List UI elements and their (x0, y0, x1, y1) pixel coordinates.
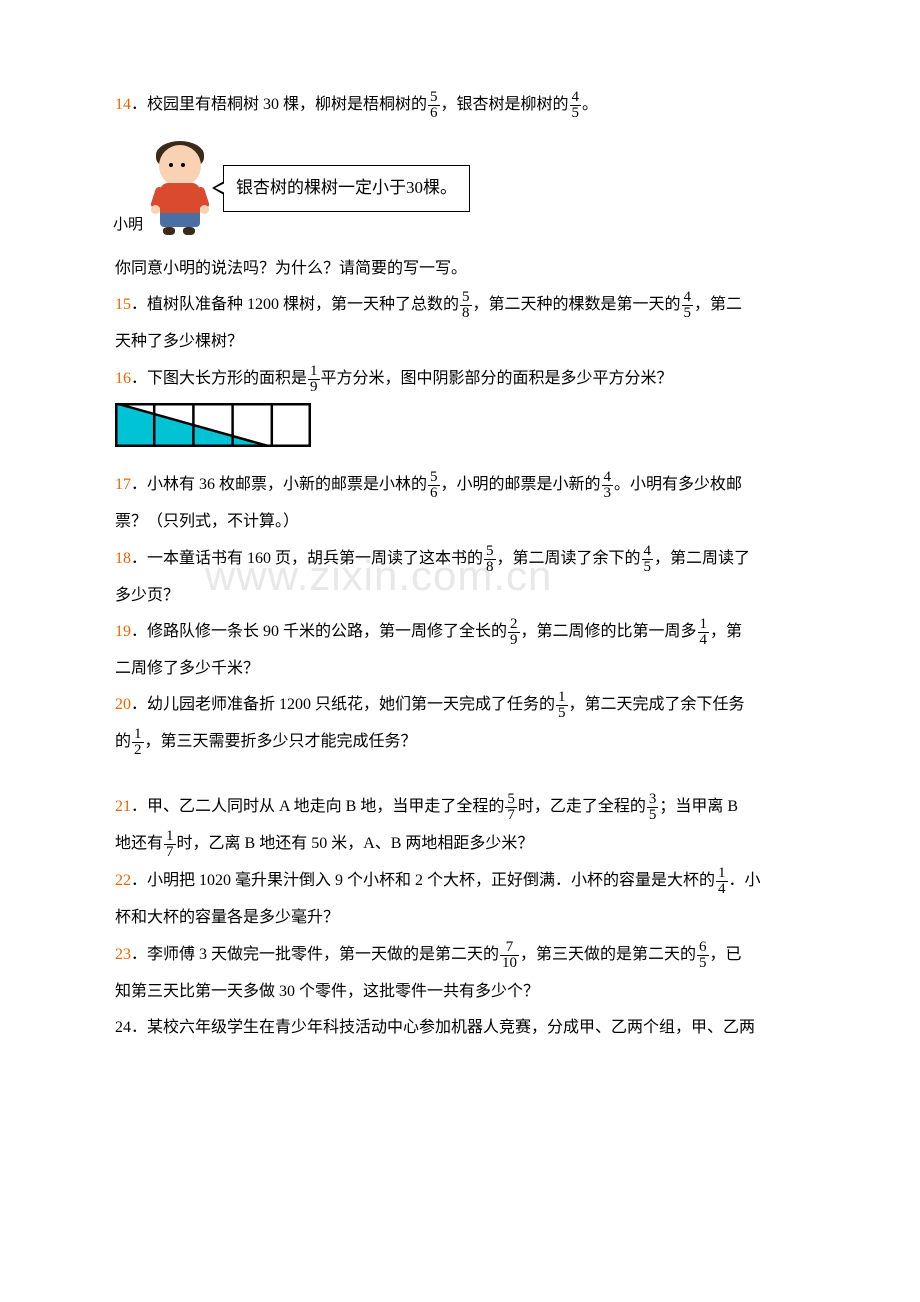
problem-text: ，银杏树是柳树的 (441, 96, 569, 113)
fraction: 65 (697, 940, 709, 971)
problem-text: 平方分米，图中阴影部分的面积是多少平方分米？ (321, 370, 673, 387)
problem-22: 22．小明把 1020 毫升果汁倒入 9 个小杯和 2 个大杯，正好倒满．小杯的… (115, 866, 805, 897)
problem-17: 17．小林有 36 枚邮票，小新的邮票是小林的56，小明的邮票是小新的43。小明… (115, 470, 805, 501)
spacer (115, 764, 805, 792)
document-page: 14．校园里有梧桐树 30 棵，柳树是梧桐树的56，银杏树是柳树的45。 小明 … (0, 0, 920, 1110)
problem-24: 24．某校六年级学生在青少年科技活动中心参加机器人竞赛，分成甲、乙两个组，甲、乙… (115, 1013, 805, 1043)
cartoon-boy-icon: 小明 (145, 141, 215, 236)
problem-text: ．某校六年级学生在青少年科技活动中心参加机器人竞赛，分成甲、乙两个组，甲、乙两 (131, 1019, 755, 1036)
problem-text: ．幼儿园老师准备折 1200 只纸花，她们第一天完成了任务的 (131, 697, 555, 714)
problem-text: ．小林有 36 枚邮票，小新的邮票是小林的 (131, 476, 427, 493)
fraction: 14 (716, 866, 728, 897)
problem-15-line2: 天种了多少棵树？ (115, 327, 805, 357)
shaded-rectangle-svg (115, 403, 311, 447)
fraction: 12 (132, 727, 144, 758)
fraction: 45 (682, 290, 694, 321)
problem-number: 23 (115, 946, 131, 963)
problem-text: ，第二天完成了余下任务 (569, 697, 745, 714)
problem-number: 21 (115, 799, 131, 816)
problem-text: ，第二天种的棵数是第一天的 (473, 297, 681, 314)
problem-19-line2: 二周修了多少千米？ (115, 654, 805, 684)
problem-number: 15 (115, 297, 131, 314)
speech-bubble: 银杏树的棵树一定小于30棵。 (223, 165, 470, 211)
fraction: 58 (484, 544, 496, 575)
fraction: 58 (460, 290, 472, 321)
fraction: 45 (570, 90, 582, 121)
problem-text: ．下图大长方形的面积是 (131, 370, 307, 387)
problem-number: 17 (115, 476, 131, 493)
problem-text: ．修路队修一条长 90 千米的公路，第一周修了全长的 (131, 623, 507, 640)
problem-text: 时，乙走了全程的 (518, 799, 646, 816)
problem-number: 20 (115, 697, 131, 714)
problem-17-line2: 票？（只列式，不计算。） (115, 507, 805, 537)
fraction: 710 (500, 940, 519, 971)
cartoon-speech-row: 小明 银杏树的棵树一定小于30棵。 (145, 141, 805, 236)
problem-text: ．李师傅 3 天做完一批零件，第一天做的是第二天的 (131, 946, 499, 963)
problem-text: ．小 (729, 873, 761, 890)
fraction: 56 (428, 90, 440, 121)
problem-14-followup: 你同意小明的说法吗？为什么？请简要的写一写。 (115, 254, 805, 284)
problem-text: ．植树队准备种 1200 棵树，第一天种了总数的 (131, 297, 459, 314)
fraction: 29 (508, 617, 520, 648)
problem-text: 地还有 (115, 836, 163, 853)
problem-21: 21．甲、乙二人同时从 A 地走向 B 地，当甲走了全程的57时，乙走了全程的3… (115, 792, 805, 823)
problem-number: 16 (115, 370, 131, 387)
problem-number: 24 (115, 1019, 131, 1036)
problem-text: ．甲、乙二人同时从 A 地走向 B 地，当甲走了全程的 (131, 799, 504, 816)
rectangle-figure (115, 403, 805, 458)
problem-text: ，已 (710, 946, 742, 963)
problem-18-line2: 多少页？ (115, 581, 805, 611)
problem-number: 22 (115, 873, 131, 890)
problem-20-line2: 的12，第三天需要折多少只才能完成任务？ (115, 727, 805, 758)
problem-text: ，第 (710, 623, 742, 640)
fraction: 56 (428, 470, 440, 501)
problem-text: ；当甲离 B (659, 799, 738, 816)
problem-text: ．校园里有梧桐树 30 棵，柳树是梧桐树的 (131, 96, 427, 113)
problem-23-line2: 知第三天比第一天多做 30 个零件，这批零件一共有多少个？ (115, 977, 805, 1007)
problem-15: 15．植树队准备种 1200 棵树，第一天种了总数的58，第二天种的棵数是第一天… (115, 290, 805, 321)
problem-20: 20．幼儿园老师准备折 1200 只纸花，她们第一天完成了任务的15，第二天完成… (115, 690, 805, 721)
problem-text: ，第三天需要折多少只才能完成任务？ (145, 734, 417, 751)
problem-text: 时，乙离 B 地还有 50 米，A、B 两地相距多少米？ (177, 836, 534, 853)
fraction: 43 (602, 470, 614, 501)
problem-text: ．一本童话书有 160 页，胡兵第一周读了这本书的 (131, 550, 483, 567)
problem-text: ，第二周读了余下的 (497, 550, 641, 567)
fraction: 17 (164, 829, 176, 860)
problem-number: 14 (115, 96, 131, 113)
problem-21-line2: 地还有17时，乙离 B 地还有 50 米，A、B 两地相距多少米？ (115, 829, 805, 860)
problem-text: 。小明有多少枚邮 (614, 476, 742, 493)
problem-19: 19．修路队修一条长 90 千米的公路，第一周修了全长的29，第二周修的比第一周… (115, 617, 805, 648)
problem-text: 。 (582, 96, 598, 113)
problem-number: 18 (115, 550, 131, 567)
problem-23: 23．李师傅 3 天做完一批零件，第一天做的是第二天的710，第三天做的是第二天… (115, 940, 805, 971)
problem-text: ，第二周读了 (654, 550, 750, 567)
fraction: 19 (308, 364, 320, 395)
problem-16: 16．下图大长方形的面积是19平方分米，图中阴影部分的面积是多少平方分米？ (115, 364, 805, 395)
problem-14: 14．校园里有梧桐树 30 棵，柳树是梧桐树的56，银杏树是柳树的45。 (115, 90, 805, 121)
xiaoming-label: 小明 (113, 211, 143, 240)
fraction: 57 (505, 792, 517, 823)
problem-text: 的 (115, 734, 131, 751)
fraction: 14 (698, 617, 710, 648)
problem-18: www.zixin.com.cn 18．一本童话书有 160 页，胡兵第一周读了… (115, 544, 805, 575)
problem-text: ，第三天做的是第二天的 (520, 946, 696, 963)
problem-text: ，小明的邮票是小新的 (441, 476, 601, 493)
fraction: 45 (642, 544, 654, 575)
problem-number: 19 (115, 623, 131, 640)
fraction: 35 (647, 792, 659, 823)
problem-text: ，第二周修的比第一周多 (521, 623, 697, 640)
problem-text: ，第二 (694, 297, 742, 314)
fraction: 15 (556, 690, 568, 721)
problem-text: ．小明把 1020 毫升果汁倒入 9 个小杯和 2 个大杯，正好倒满．小杯的容量… (131, 873, 715, 890)
problem-22-line2: 杯和大杯的容量各是多少毫升？ (115, 903, 805, 933)
